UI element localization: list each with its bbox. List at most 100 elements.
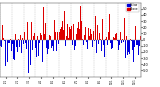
Bar [86,40,87,42]
Bar [28,40,29,73]
Bar [67,25,68,40]
Bar [34,33,35,40]
Bar [15,34,16,40]
Bar [53,40,54,51]
Bar [24,32,25,40]
Bar [132,40,133,50]
Bar [90,29,91,40]
Legend: Below, Above: Below, Above [126,3,139,12]
Bar [50,36,51,40]
Bar [22,38,23,40]
Bar [109,14,110,40]
Bar [83,40,84,45]
Bar [135,26,136,40]
Bar [110,40,111,43]
Bar [64,11,65,40]
Bar [4,40,5,41]
Bar [21,40,22,53]
Bar [100,39,101,40]
Bar [80,6,81,40]
Bar [107,40,108,45]
Bar [116,33,117,40]
Bar [106,37,107,40]
Bar [104,40,105,57]
Bar [42,40,43,62]
Bar [129,40,130,54]
Bar [134,40,135,47]
Bar [79,29,80,40]
Bar [72,40,73,45]
Bar [20,35,21,40]
Bar [5,40,6,66]
Bar [29,40,30,44]
Bar [44,38,45,40]
Bar [139,26,140,40]
Bar [61,27,62,40]
Bar [9,40,10,43]
Bar [38,40,39,56]
Bar [78,22,79,40]
Bar [41,35,42,40]
Bar [51,30,52,40]
Bar [58,40,59,44]
Bar [125,40,126,58]
Bar [102,19,103,40]
Bar [101,40,102,51]
Bar [91,34,92,40]
Bar [133,40,134,62]
Bar [60,29,61,40]
Bar [31,22,32,40]
Bar [56,40,57,52]
Bar [126,36,127,40]
Bar [12,40,13,57]
Bar [97,25,98,40]
Bar [84,35,85,40]
Bar [140,36,141,40]
Bar [105,40,106,52]
Bar [127,40,128,44]
Bar [113,37,114,40]
Bar [66,36,67,40]
Bar [0,40,1,46]
Bar [45,23,46,40]
Bar [121,40,122,43]
Bar [18,39,19,40]
Bar [75,40,76,46]
Bar [122,39,123,40]
Bar [48,40,49,49]
Bar [85,27,86,40]
Bar [32,40,33,50]
Bar [19,39,20,40]
Bar [39,40,40,43]
Bar [57,32,58,40]
Bar [111,40,112,49]
Bar [68,38,69,40]
Bar [88,40,89,45]
Bar [43,7,44,40]
Bar [92,40,93,47]
Bar [17,40,18,52]
Bar [70,29,71,40]
Bar [117,40,118,41]
Bar [27,22,28,40]
Bar [14,40,15,60]
Bar [119,40,120,45]
Bar [76,34,77,40]
Bar [74,40,75,50]
Bar [63,23,64,40]
Bar [136,40,137,45]
Bar [54,20,55,40]
Bar [46,27,47,40]
Bar [10,39,11,40]
Bar [120,33,121,40]
Bar [59,32,60,40]
Bar [55,32,56,40]
Bar [62,21,63,40]
Bar [94,40,95,41]
Bar [25,40,26,43]
Bar [11,40,12,51]
Bar [108,32,109,40]
Bar [23,40,24,44]
Bar [103,40,104,45]
Bar [30,40,31,65]
